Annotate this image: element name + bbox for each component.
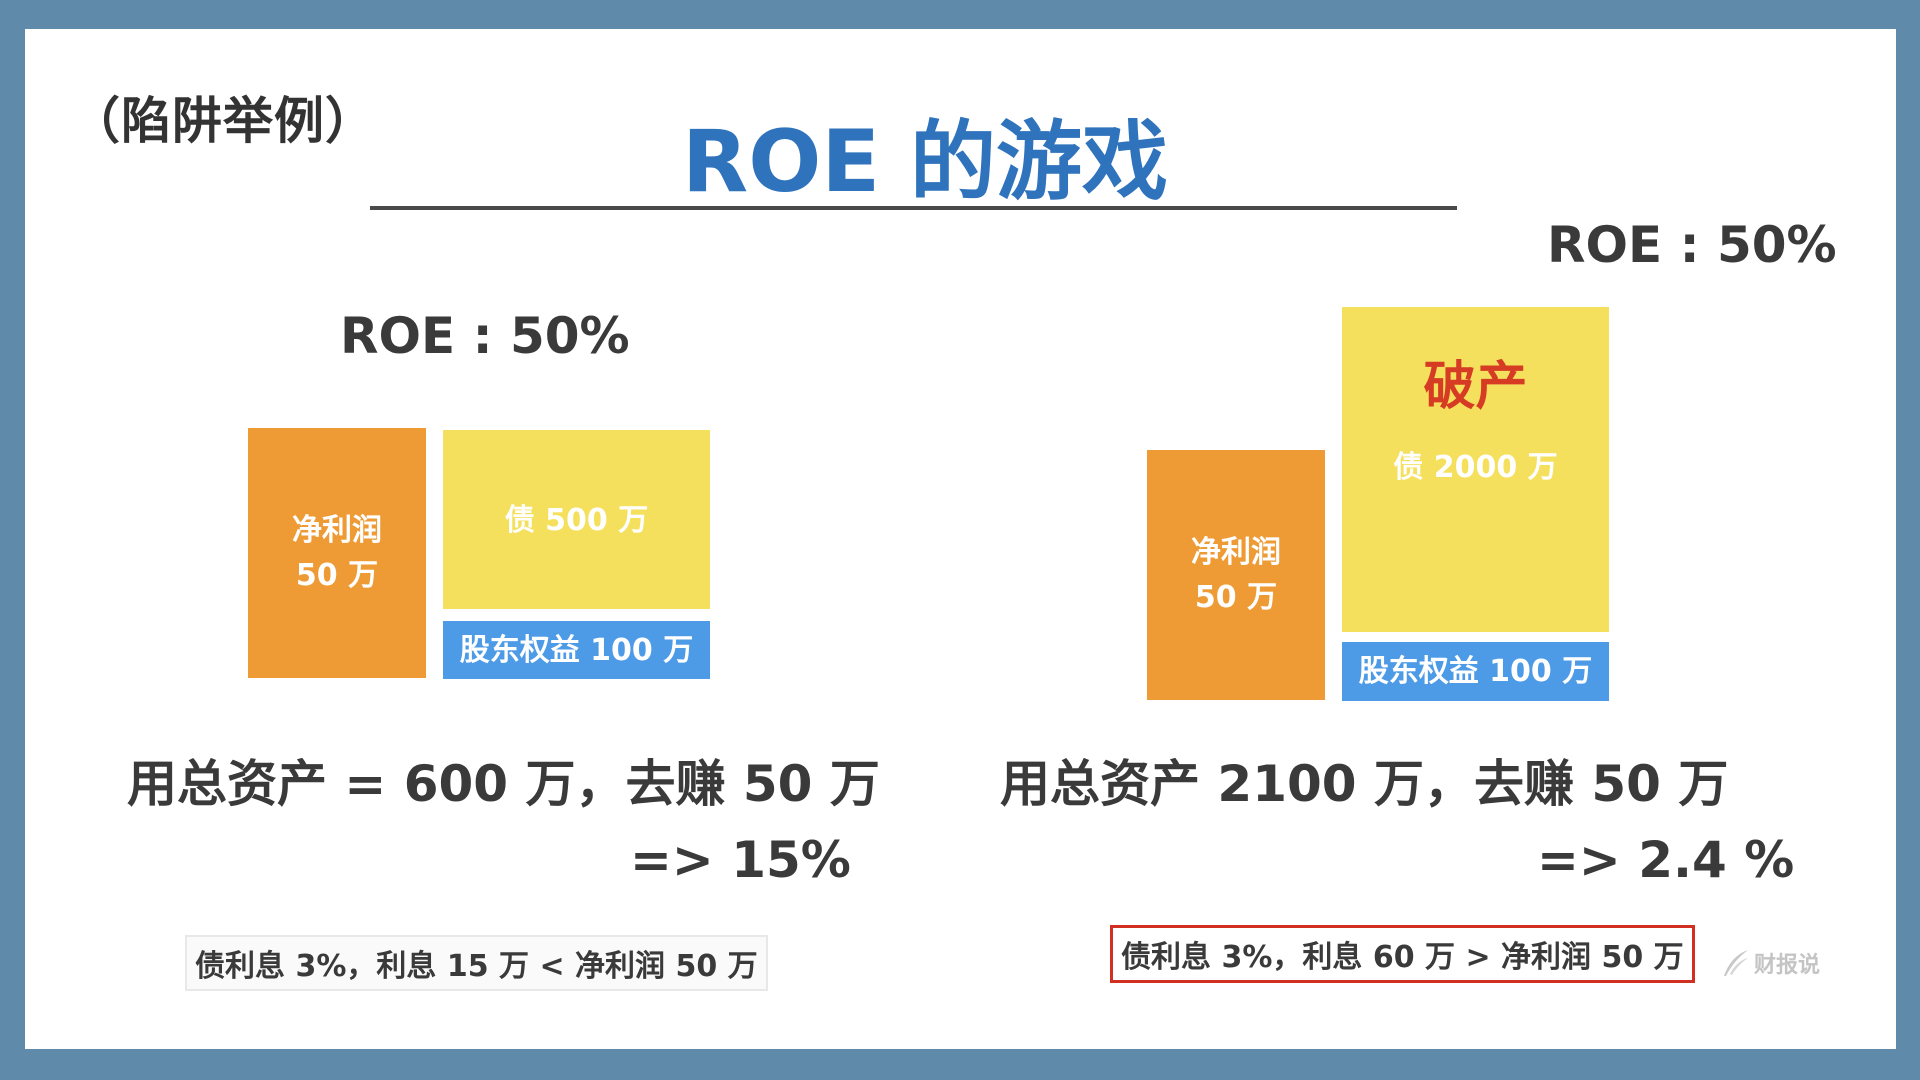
bankrupt-label: 破产 <box>1423 357 1528 417</box>
watermark-text: 财报说 <box>1754 953 1821 978</box>
equity-label-right: 股东权益 100 万 <box>1358 654 1593 689</box>
roe-right: ROE : 50% <box>1547 216 1837 274</box>
net-profit-value-right: 50 万 <box>1194 580 1278 615</box>
net-profit-value-left: 50 万 <box>295 558 379 593</box>
result-left: => 15% <box>630 831 851 889</box>
debt-label-right: 债 2000 万 <box>1393 450 1558 485</box>
watermark: 财报说 <box>1720 947 1820 979</box>
result-right: => 2.4 % <box>1537 831 1795 889</box>
roe-left: ROE : 50% <box>340 307 630 365</box>
debt-label-left: 债 500 万 <box>504 503 649 538</box>
net-profit-label-right: 净利润 <box>1191 535 1281 570</box>
leaf-logo-icon <box>1724 950 1748 976</box>
example-tag: （陷阱举例） <box>70 92 376 150</box>
debt-block-left: 债 500 万 <box>443 430 710 609</box>
equity-block-right: 股东权益 100 万 <box>1342 642 1609 701</box>
slide: （陷阱举例） ROE 的游戏 ROE : 50% 净利润 50 万 债 500 … <box>25 29 1896 1049</box>
page-title: ROE 的游戏 <box>681 112 1169 212</box>
equity-label-left: 股东权益 100 万 <box>459 632 694 668</box>
title-divider <box>370 206 1457 210</box>
asset-sentence-left: 用总资产 = 600 万，去赚 50 万 <box>127 755 880 813</box>
interest-note-right: 债利息 3%，利息 60 万 > 净利润 50 万 <box>1110 925 1695 983</box>
net-profit-block-right: 净利润 50 万 <box>1147 450 1325 700</box>
equity-block-left: 股东权益 100 万 <box>443 621 710 679</box>
interest-note-left: 债利息 3%，利息 15 万 < 净利润 50 万 <box>185 935 768 991</box>
net-profit-block-left: 净利润 50 万 <box>248 428 426 678</box>
debt-block-right: 破产 债 2000 万 <box>1342 307 1609 632</box>
asset-sentence-right: 用总资产 2100 万，去赚 50 万 <box>1000 755 1729 813</box>
net-profit-label-left: 净利润 <box>292 513 382 548</box>
